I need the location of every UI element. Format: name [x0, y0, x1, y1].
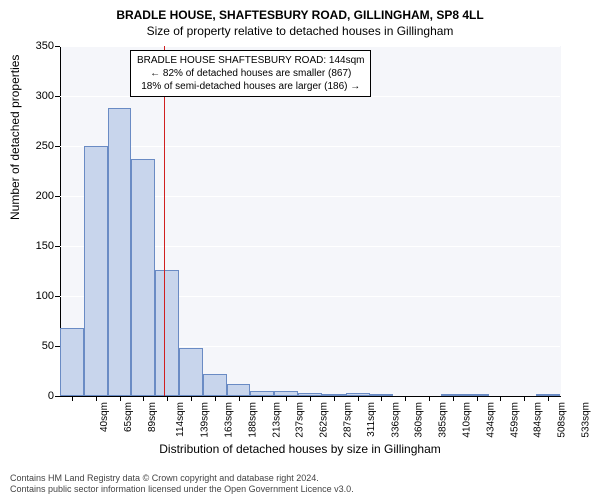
xtick-label: 89sqm	[147, 402, 158, 432]
xtick-label: 163sqm	[224, 402, 235, 438]
ytick-label: 150	[14, 240, 54, 252]
xtick-mark	[334, 396, 335, 401]
xtick-mark	[143, 396, 144, 401]
xtick-mark	[500, 396, 501, 401]
credit-line-1: Contains HM Land Registry data © Crown c…	[10, 473, 354, 485]
xtick-label: 188sqm	[247, 402, 258, 438]
ytick-mark	[55, 246, 60, 247]
xtick-mark	[429, 396, 430, 401]
histogram-bar	[131, 159, 155, 396]
ytick-label: 300	[14, 90, 54, 102]
xtick-mark	[381, 396, 382, 401]
chart-subtitle: Size of property relative to detached ho…	[0, 22, 600, 38]
xtick-label: 65sqm	[123, 402, 134, 432]
x-axis-label: Distribution of detached houses by size …	[0, 442, 600, 456]
chart-title: BRADLE HOUSE, SHAFTESBURY ROAD, GILLINGH…	[0, 0, 600, 22]
annotation-box: BRADLE HOUSE SHAFTESBURY ROAD: 144sqm← 8…	[130, 50, 371, 97]
ytick-mark	[55, 46, 60, 47]
xtick-label: 262sqm	[319, 402, 330, 438]
gridline	[60, 146, 560, 147]
xtick-mark	[167, 396, 168, 401]
xtick-mark	[72, 396, 73, 401]
histogram-bar	[60, 328, 84, 396]
xtick-label: 434sqm	[485, 402, 496, 438]
gridline	[60, 46, 560, 47]
xtick-label: 508sqm	[557, 402, 568, 438]
histogram-bar	[155, 270, 179, 396]
ytick-label: 250	[14, 140, 54, 152]
xtick-mark	[405, 396, 406, 401]
chart-area: 05010015020025030035040sqm65sqm89sqm114s…	[60, 46, 560, 396]
histogram-bar	[108, 108, 132, 396]
annotation-line-1: BRADLE HOUSE SHAFTESBURY ROAD: 144sqm	[137, 54, 364, 67]
ytick-mark	[55, 296, 60, 297]
xtick-label: 213sqm	[271, 402, 282, 438]
xtick-mark	[453, 396, 454, 401]
xtick-label: 484sqm	[533, 402, 544, 438]
xtick-mark	[120, 396, 121, 401]
histogram-bar	[227, 384, 251, 396]
xtick-mark	[215, 396, 216, 401]
xtick-mark	[358, 396, 359, 401]
histogram-bar	[179, 348, 203, 396]
histogram-bar	[203, 374, 227, 396]
ytick-label: 0	[14, 390, 54, 402]
xtick-mark	[524, 396, 525, 401]
ytick-label: 100	[14, 290, 54, 302]
xtick-label: 410sqm	[462, 402, 473, 438]
annotation-line-3: 18% of semi-detached houses are larger (…	[137, 80, 364, 93]
xtick-mark	[286, 396, 287, 401]
xtick-label: 237sqm	[295, 402, 306, 438]
annotation-line-2: ← 82% of detached houses are smaller (86…	[137, 67, 364, 80]
ytick-mark	[55, 396, 60, 397]
ytick-mark	[55, 196, 60, 197]
xtick-mark	[310, 396, 311, 401]
histogram-bar	[84, 146, 108, 396]
xtick-label: 360sqm	[414, 402, 425, 438]
xtick-label: 385sqm	[438, 402, 449, 438]
xtick-label: 311sqm	[366, 402, 377, 437]
xtick-label: 139sqm	[200, 402, 211, 438]
xtick-mark	[239, 396, 240, 401]
ytick-mark	[55, 96, 60, 97]
xtick-label: 336sqm	[390, 402, 401, 438]
xtick-mark	[262, 396, 263, 401]
ytick-mark	[55, 146, 60, 147]
ytick-label: 200	[14, 190, 54, 202]
ytick-label: 50	[14, 340, 54, 352]
xtick-mark	[477, 396, 478, 401]
xtick-label: 287sqm	[343, 402, 354, 438]
credits: Contains HM Land Registry data © Crown c…	[10, 473, 354, 496]
xtick-label: 459sqm	[509, 402, 520, 438]
xtick-mark	[548, 396, 549, 401]
xtick-mark	[191, 396, 192, 401]
xtick-label: 533sqm	[581, 402, 592, 438]
xtick-mark	[96, 396, 97, 401]
credit-line-2: Contains public sector information licen…	[10, 484, 354, 496]
xtick-label: 40sqm	[99, 402, 110, 432]
reference-line	[164, 46, 165, 396]
xtick-label: 114sqm	[175, 402, 186, 437]
ytick-label: 350	[14, 40, 54, 52]
